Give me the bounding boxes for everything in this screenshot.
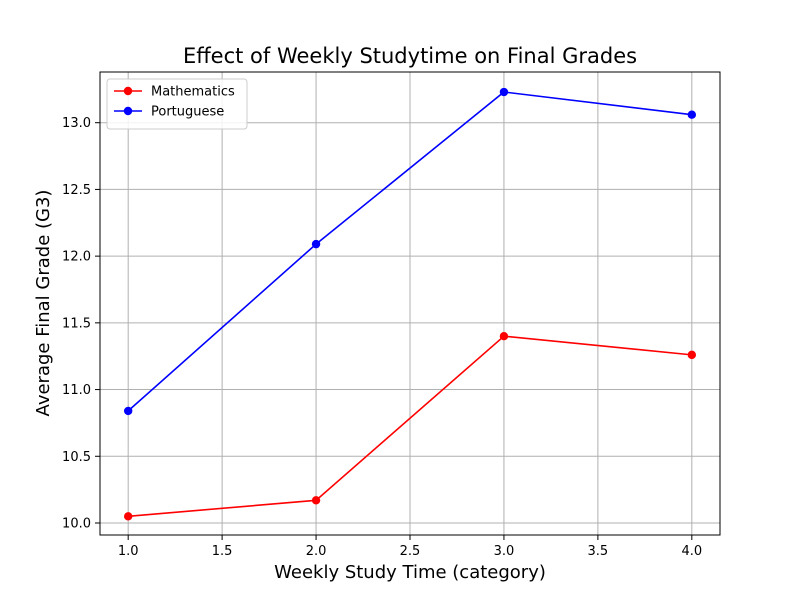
y-tick-labels: 10.0 10.5 11.0 11.5 12.0 12.5 13.0	[62, 116, 91, 531]
x-tick-label: 1.5	[212, 544, 233, 559]
legend-label-portuguese: Portuguese	[151, 105, 224, 120]
y-tick-label: 11.5	[62, 316, 91, 331]
grid-lines	[100, 72, 720, 535]
y-tick-label: 13.0	[62, 116, 91, 131]
data-point-mathematics	[687, 350, 697, 360]
data-point-mathematics	[311, 496, 321, 505]
x-tick-label: 2.5	[400, 544, 421, 559]
y-axis-label: Average Final Grade (G3)	[33, 190, 54, 417]
data-point-mathematics	[123, 512, 133, 521]
x-tick-label: 3.5	[588, 544, 609, 559]
y-tick-label: 10.5	[62, 450, 91, 465]
data-point-portuguese	[687, 110, 697, 119]
legend-item-mathematics: Mathematics	[114, 85, 235, 100]
x-tick-label: 1.0	[118, 544, 139, 559]
legend-item-portuguese: Portuguese	[114, 105, 224, 120]
legend-marker-mathematics	[123, 86, 133, 96]
y-tick-label: 11.0	[62, 383, 91, 398]
data-point-portuguese	[123, 406, 133, 416]
y-tick-label: 12.5	[62, 183, 91, 198]
series-layer	[123, 87, 697, 521]
series-line-mathematics	[128, 335, 692, 518]
chart-title: Effect of Weekly Studytime on Final Grad…	[183, 44, 637, 68]
x-tick-label: 4.0	[681, 544, 702, 559]
x-tick-label: 3.0	[494, 544, 515, 559]
series-line-portuguese	[127, 91, 692, 412]
data-point-mathematics	[499, 331, 509, 341]
y-tick-label: 12.0	[62, 250, 91, 265]
legend-marker-portuguese	[123, 106, 133, 116]
x-tick-label: 2.0	[306, 544, 327, 559]
x-axis-label: Weekly Study Time (category)	[274, 562, 546, 583]
data-point-portuguese	[499, 87, 509, 97]
data-point-portuguese	[311, 239, 321, 249]
legend: Mathematics Portuguese	[106, 78, 248, 130]
legend-label-mathematics: Mathematics	[151, 85, 235, 100]
axes	[95, 71, 721, 540]
series-mathematics	[123, 331, 697, 521]
x-tick-labels: 1.0 1.5 2.0 2.5 3.0 3.5 4.0	[118, 544, 702, 559]
y-tick-label: 10.0	[62, 516, 91, 531]
series-portuguese	[123, 87, 697, 416]
